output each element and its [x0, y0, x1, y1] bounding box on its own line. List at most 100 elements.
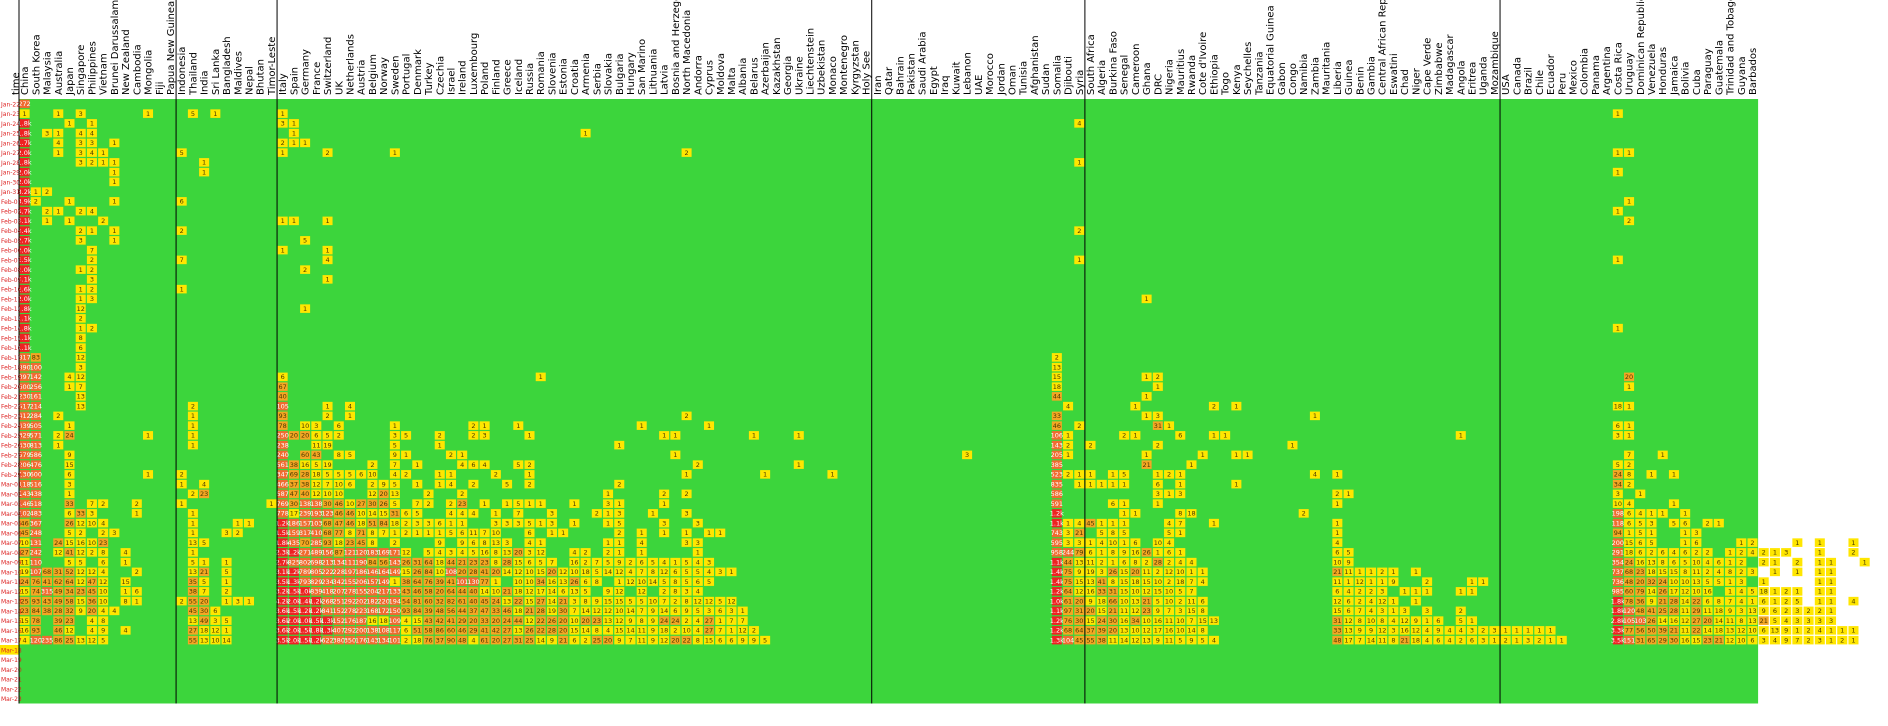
cell-value: 100 [30, 363, 42, 371]
cell-value: 30 [323, 500, 331, 508]
heatmap-cell [288, 470, 299, 479]
cell-value: 67 [279, 383, 287, 391]
cell-value: 134 [333, 558, 345, 566]
cell-value: 33 [492, 607, 500, 615]
cell-value: 1 [303, 305, 307, 313]
cell-value: 1 [1829, 607, 1833, 615]
heatmap-cell [1624, 470, 1635, 479]
heatmap-cell [322, 528, 333, 538]
cell-value: 14 [1681, 597, 1689, 605]
cell-value: 56 [447, 607, 455, 615]
cell-value: 17 [290, 510, 298, 518]
cell-value: 1.2k [309, 597, 323, 605]
cell-value: 1 [1156, 549, 1160, 557]
heatmap-cell [288, 596, 299, 606]
heatmap-cell [1736, 596, 1747, 606]
heatmap-cell [1366, 587, 1377, 596]
cell-value: 206 [18, 461, 30, 469]
heatmap-cell [333, 548, 344, 557]
cell-value: 4 [1818, 627, 1822, 635]
heatmap-cell [322, 499, 333, 508]
cell-value: 49 [54, 597, 62, 605]
cell-value: 25 [1659, 607, 1667, 615]
heatmap-cell [30, 548, 41, 557]
cell-value: 15 [1659, 568, 1667, 576]
heatmap-cell [434, 528, 445, 538]
heatmap-cell [1624, 197, 1635, 206]
cell-value: 5 [595, 568, 599, 576]
heatmap-cell [445, 528, 456, 538]
heatmap-cell [98, 606, 109, 616]
heatmap-cell [98, 518, 109, 528]
cell-value: 32 [436, 597, 444, 605]
cell-value: 12 [211, 627, 219, 635]
heatmap-cell [378, 528, 389, 538]
cell-value: 11 [1681, 627, 1689, 635]
cell-value: 1 [1548, 636, 1552, 644]
heatmap-cell [670, 567, 681, 577]
cell-value: 93 [323, 539, 331, 547]
heatmap-cell [1399, 587, 1410, 596]
heatmap-cell [704, 577, 715, 586]
heatmap-cell [1175, 557, 1186, 567]
cell-value: 1 [1335, 500, 1339, 508]
column-label: Mongolia [144, 50, 155, 95]
heatmap-cell [1612, 323, 1623, 333]
cell-value: 14 [626, 627, 634, 635]
cell-value: 9 [1784, 627, 1788, 635]
cell-value: 1 [1290, 441, 1294, 449]
cell-value: 2 [1358, 597, 1362, 605]
cell-value: 161 [30, 393, 42, 401]
cell-value: 2 [337, 432, 341, 440]
heatmap-cell [479, 596, 490, 606]
heatmap-cell [64, 431, 75, 440]
cell-value: 5 [393, 441, 397, 449]
cell-value: 8 [483, 539, 487, 547]
cell-value: 2.0k [18, 295, 32, 303]
cell-value: 9 [1346, 558, 1350, 566]
heatmap-cell [1691, 557, 1702, 567]
heatmap-cell [199, 557, 210, 567]
cell-value: 60 [1625, 588, 1633, 596]
heatmap-cell [288, 460, 299, 469]
cell-value: 13 [189, 539, 197, 547]
heatmap-cell [86, 538, 97, 547]
cell-value: 1 [135, 510, 139, 518]
cell-value: 2 [34, 198, 38, 206]
cell-value: 9 [382, 480, 386, 488]
heatmap-cell [1107, 577, 1118, 586]
cell-value: 32 [1647, 578, 1655, 586]
cell-value: 3 [79, 110, 83, 118]
heatmap-cell [300, 265, 311, 274]
cell-value: 1 [325, 246, 329, 254]
cell-value: 78 [1625, 597, 1633, 605]
heatmap-cell [412, 518, 423, 528]
heatmap-cell [1624, 548, 1635, 557]
cell-value: 4 [23, 636, 27, 644]
cell-value: 1 [1728, 578, 1732, 586]
heatmap-cell [1702, 587, 1713, 596]
cell-value: 82 [447, 597, 455, 605]
cell-value: 10 [525, 578, 533, 586]
heatmap-cell [356, 557, 367, 567]
column-label: Brunei Darussalam [110, 0, 121, 95]
cell-value: 2 [685, 617, 689, 625]
cell-value: 39 [436, 578, 444, 586]
cell-value: 1 [1335, 471, 1339, 479]
cell-value: 4 [404, 617, 408, 625]
heatmap-cell [1646, 577, 1657, 586]
heatmap-cell [277, 557, 288, 567]
cell-value: 1 [1638, 490, 1642, 498]
heatmap-cell [1668, 596, 1679, 606]
heatmap-cell [1792, 567, 1803, 577]
cell-value: 1 [797, 432, 801, 440]
cell-value: 2.3k [276, 549, 290, 557]
cell-value: 9 [685, 607, 689, 615]
heatmap-cell [311, 479, 322, 489]
cell-value: 3 [483, 432, 487, 440]
heatmap-cell [1051, 518, 1062, 528]
heatmap-cell [333, 499, 344, 508]
cell-value: 1 [1167, 490, 1171, 498]
cell-value: 1 [1683, 510, 1687, 518]
heatmap-cell [1141, 450, 1152, 460]
